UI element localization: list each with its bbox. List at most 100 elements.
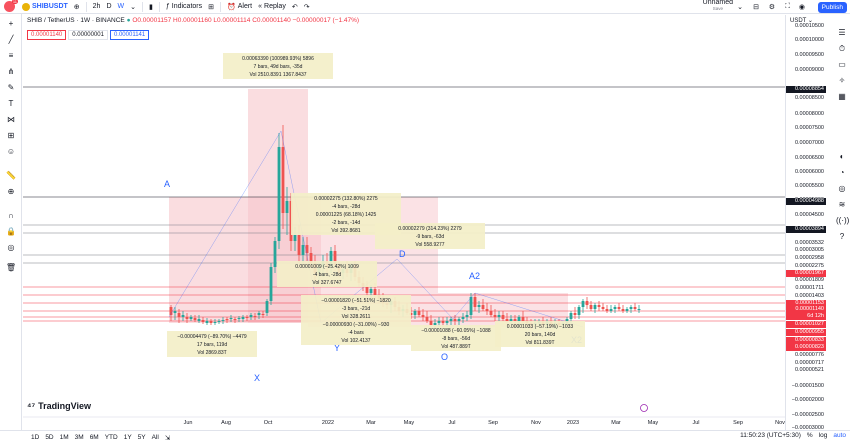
chevron-down-icon[interactable]: ⌄ <box>130 3 136 11</box>
candle-body <box>433 323 437 325</box>
candles-style-icon[interactable]: ▮ <box>149 3 153 11</box>
publish-button[interactable]: Publish <box>817 2 847 13</box>
time-label: 2023 <box>567 420 579 426</box>
news-icon[interactable]: ◔ <box>839 168 845 177</box>
price-label: −0.00002500 <box>791 412 824 418</box>
interval-w[interactable]: W <box>117 3 125 10</box>
templates-icon[interactable]: ⊞ <box>208 3 214 11</box>
candle-body <box>489 311 493 315</box>
crosshair-icon[interactable]: + <box>8 19 14 28</box>
measure-box-top-text: Vol 2510.8391 1367.8437 <box>250 72 307 78</box>
symbol-legend: SHIB / TetherUS · 1W · BINANCE ● O0.0000… <box>27 17 359 24</box>
range-5d[interactable]: 5D <box>45 434 54 441</box>
pitchfork-icon[interactable]: ⋔ <box>7 67 15 76</box>
pattern-icon[interactable]: ⋈ <box>7 115 15 124</box>
fullscreen-icon[interactable]: ⛶ <box>785 2 790 10</box>
candle-body <box>573 313 577 315</box>
percent-toggle[interactable]: % <box>806 432 813 439</box>
range-all[interactable]: All <box>151 434 159 441</box>
clock[interactable]: 11:50:23 (UTC+5:30) <box>740 432 801 439</box>
candle-body <box>209 321 213 323</box>
price-label: 0.00003005 <box>794 247 824 253</box>
layout-name-button[interactable]: Unnamed Save <box>702 0 733 11</box>
zoom-in-icon[interactable]: ⊕ <box>7 187 15 196</box>
date-range-icon[interactable]: ⇲ <box>164 434 171 442</box>
target-icon[interactable]: ◎ <box>838 184 846 193</box>
candle-body <box>293 235 297 241</box>
candle-body <box>253 316 257 317</box>
currency-select[interactable]: USDT ⌄ <box>790 18 813 24</box>
range-1d[interactable]: 1D <box>31 434 40 441</box>
tradingview-logo[interactable]: ⁴⁷ TradingView <box>27 401 92 411</box>
price-label: 0.00000955 <box>786 329 826 336</box>
price-label: 0.00001027 <box>786 321 826 328</box>
horizontal-lines-icon[interactable]: ≡ <box>8 51 14 60</box>
trash-icon[interactable]: 🗑 <box>5 263 17 272</box>
symbol-search[interactable]: SHIBUSDT <box>19 0 71 14</box>
broadcast-icon[interactable]: ((·)) <box>836 216 850 225</box>
range-1y[interactable]: 1Y <box>123 434 132 441</box>
magnet-icon[interactable]: ∩ <box>8 211 14 220</box>
watchlist-icon[interactable]: ☰ <box>838 28 846 37</box>
layout-grid-icon[interactable]: ⊟ <box>753 3 759 11</box>
candle-body <box>601 307 605 309</box>
undo-icon[interactable]: ↶ <box>291 3 298 11</box>
time-label: Nov <box>775 420 785 426</box>
log-toggle[interactable]: log <box>818 432 828 439</box>
measure-box-o-text: Vol 487.889T <box>441 344 470 350</box>
range-ytd[interactable]: YTD <box>104 434 118 441</box>
candle-body <box>197 319 201 321</box>
price-axis[interactable]: USDT ⌄ 0.00010500 0.00010000 0.00009500 0.0… <box>785 15 850 431</box>
harmonic-pattern-line <box>168 130 584 328</box>
settings-gear-icon[interactable]: ⚙ <box>768 3 775 11</box>
user-avatar[interactable]: 11 <box>4 0 18 12</box>
camera-icon[interactable]: ◉ <box>798 3 805 11</box>
event-marker-icon <box>640 404 648 412</box>
candle-body <box>577 307 581 315</box>
measure-box-mid3-text: Vol 327.6747 <box>312 280 341 286</box>
price-label: 0.00001711 <box>795 285 824 291</box>
range-3m[interactable]: 3M <box>74 434 84 441</box>
icons-tool-icon[interactable]: ☺ <box>6 147 16 156</box>
measure-box-mid4-text: −0.00000930 (−31.00%) −930 <box>323 322 390 328</box>
compare-plus-icon[interactable]: ⊕ <box>73 3 80 11</box>
measure-box-mid2-text: -9 bars, -63d <box>416 234 445 240</box>
text-tool-icon[interactable]: T <box>8 99 14 108</box>
pattern-point-a2: A2 <box>469 271 480 281</box>
price-label: 0.00003532 <box>794 240 824 246</box>
eye-icon[interactable]: ◎ <box>7 243 15 252</box>
ideas-icon[interactable]: ✧ <box>838 76 846 85</box>
ruler-icon[interactable]: 📏 <box>6 171 16 180</box>
range-1m[interactable]: 1M <box>59 434 69 441</box>
pattern-point-a: A <box>164 179 170 189</box>
interval-d[interactable]: D <box>106 3 112 10</box>
replay-button[interactable]: «Replay <box>258 3 286 10</box>
layers-icon[interactable]: ≋ <box>838 200 846 209</box>
buy-price[interactable]: 0.00001141 <box>109 30 150 40</box>
drawing-toolbar: + ╱ ≡ ⋔ ✎ T ⋈ ⊞ ☺ 📏 ⊕ ∩ 🔒 ◎ 🗑 <box>0 14 22 430</box>
indicators-button[interactable]: ƒ Indicators <box>165 3 203 10</box>
indicators-icon: ƒ <box>165 3 170 10</box>
candle-body <box>625 309 629 311</box>
candle-body <box>285 201 289 213</box>
calendar-icon[interactable]: ▦ <box>838 92 846 101</box>
help-icon[interactable]: ? <box>839 232 845 241</box>
price-label: 0.00001967 <box>786 270 826 277</box>
range-6m[interactable]: 6M <box>89 434 99 441</box>
range-5y[interactable]: 5Y <box>137 434 146 441</box>
trend-line-icon[interactable]: ╱ <box>8 35 14 44</box>
interval-2h[interactable]: 2h <box>92 3 101 10</box>
sell-price[interactable]: 0.00001140 <box>27 30 67 40</box>
auto-toggle[interactable]: auto <box>833 432 846 439</box>
measure-box-mid1-text: 0.00002275 (132.80%) 2275 <box>314 196 378 202</box>
redo-icon[interactable]: ↷ <box>303 3 310 11</box>
hotlist-icon[interactable]: ◐ <box>839 152 845 161</box>
brush-icon[interactable]: ✎ <box>7 83 15 92</box>
chevron-down-icon[interactable]: ⌄ <box>737 3 743 11</box>
alert-button[interactable]: ⏰ Alert <box>227 3 253 11</box>
prediction-icon[interactable]: ⊞ <box>7 131 15 140</box>
alerts-clock-icon[interactable]: ⏱ <box>838 44 846 53</box>
lock-icon[interactable]: 🔒 <box>6 227 16 236</box>
chat-icon[interactable]: ▭ <box>838 60 846 69</box>
